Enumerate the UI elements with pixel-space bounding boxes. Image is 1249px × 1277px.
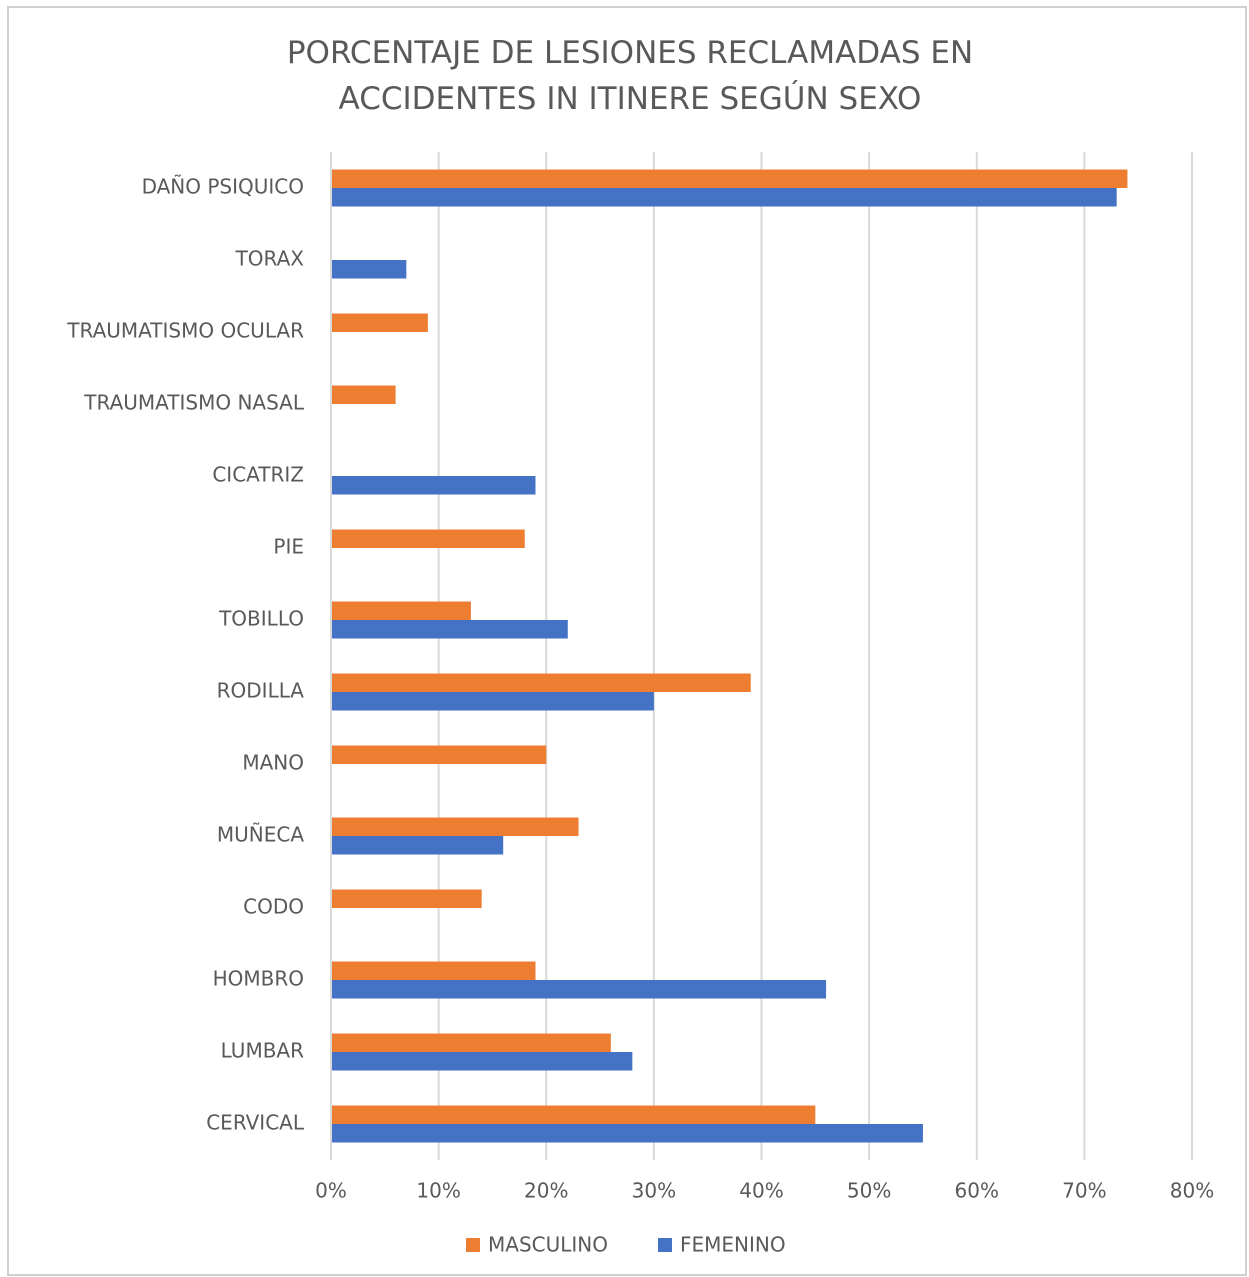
x-tick-label: 50%	[847, 1179, 891, 1203]
bar	[331, 745, 547, 764]
y-tick-label: LUMBAR	[221, 1039, 304, 1063]
y-tick-label: DAÑO PSIQUICO	[142, 175, 304, 199]
bar	[331, 529, 525, 548]
y-tick-label: CERVICAL	[206, 1111, 305, 1135]
legend-label: FEMENINO	[680, 1233, 786, 1257]
bar	[331, 188, 1117, 207]
x-tick-label: 0%	[315, 1179, 347, 1203]
x-tick-label: 20%	[524, 1179, 568, 1203]
bar	[331, 1052, 633, 1071]
y-tick-label: TRAUMATISMO OCULAR	[66, 319, 304, 343]
bar	[331, 1124, 923, 1143]
bar	[331, 169, 1128, 188]
x-tick-label: 80%	[1170, 1179, 1214, 1203]
y-tick-label: RODILLA	[217, 679, 305, 703]
bar	[331, 385, 396, 404]
x-tick-label: 10%	[416, 1179, 460, 1203]
legend-label: MASCULINO	[488, 1233, 608, 1257]
bar	[331, 601, 471, 620]
bar	[331, 313, 428, 332]
x-tick-label: 30%	[632, 1179, 676, 1203]
bar	[331, 260, 407, 279]
x-tick-label: 40%	[739, 1179, 783, 1203]
bar	[331, 476, 536, 495]
y-tick-label: HOMBRO	[213, 967, 304, 991]
legend-swatch	[658, 1238, 672, 1252]
bar	[331, 817, 579, 836]
x-tick-label: 70%	[1062, 1179, 1106, 1203]
y-tick-label: TORAX	[235, 247, 305, 271]
x-tick-label: 60%	[955, 1179, 999, 1203]
y-tick-label: PIE	[273, 535, 304, 559]
y-tick-label: TRAUMATISMO NASAL	[83, 391, 305, 415]
y-tick-label: MANO	[242, 751, 304, 775]
bar	[331, 1033, 611, 1052]
y-tick-label: CICATRIZ	[212, 463, 304, 487]
bar	[331, 692, 654, 711]
bar	[331, 980, 827, 999]
y-tick-label: CODO	[243, 895, 304, 919]
bar	[331, 961, 536, 980]
chart-title: PORCENTAJE DE LESIONES RECLAMADAS EN ACC…	[286, 35, 974, 117]
bar	[331, 836, 504, 855]
bar	[331, 620, 568, 639]
bar	[331, 889, 482, 908]
bar	[331, 1105, 816, 1124]
y-tick-label: MUÑECA	[217, 823, 304, 847]
bar	[331, 673, 751, 692]
y-tick-label: TOBILLO	[218, 607, 304, 631]
legend-swatch	[466, 1238, 480, 1252]
